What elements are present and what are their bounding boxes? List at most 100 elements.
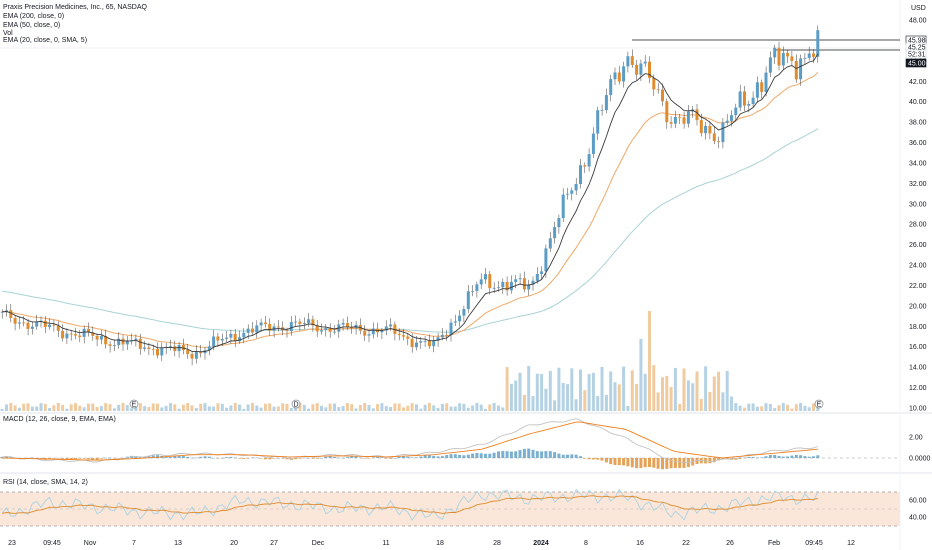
legend-rsi[interactable]: RSI (14, close, SMA, 14, 2) xyxy=(3,479,88,486)
candle-body[interactable] xyxy=(363,330,367,336)
candle-body[interactable] xyxy=(74,334,77,336)
candle-body[interactable] xyxy=(708,125,712,134)
candle-body[interactable] xyxy=(307,319,311,324)
candle-body[interactable] xyxy=(764,72,768,92)
candle-body[interactable] xyxy=(475,284,479,291)
candle-body[interactable] xyxy=(591,133,595,154)
candle-body[interactable] xyxy=(320,330,323,332)
candle-body[interactable] xyxy=(445,334,449,336)
candle-body[interactable] xyxy=(492,287,496,289)
candle-body[interactable] xyxy=(121,338,125,345)
candle-body[interactable] xyxy=(440,334,444,338)
candle-body[interactable] xyxy=(134,338,138,341)
candle-body[interactable] xyxy=(721,122,725,143)
candle-body[interactable] xyxy=(566,193,569,195)
candle-body[interactable] xyxy=(488,274,492,289)
candle-body[interactable] xyxy=(652,77,656,90)
candle-body[interactable] xyxy=(406,336,410,339)
candle-body[interactable] xyxy=(462,309,466,316)
candle-body[interactable] xyxy=(190,353,194,359)
candle-body[interactable] xyxy=(596,110,600,134)
candle-body[interactable] xyxy=(743,91,746,106)
candle-body[interactable] xyxy=(147,347,151,350)
candle-body[interactable] xyxy=(669,122,673,124)
legend-ema200[interactable]: EMA (200, close, 0) xyxy=(3,13,65,20)
candle-body[interactable] xyxy=(341,323,345,325)
candle-body[interactable] xyxy=(786,52,790,57)
event-marker[interactable] xyxy=(291,399,301,409)
candle-body[interactable] xyxy=(380,330,384,333)
candle-body[interactable] xyxy=(61,330,65,339)
candle-body[interactable] xyxy=(613,72,617,80)
candle-body[interactable] xyxy=(268,324,272,331)
candle-body[interactable] xyxy=(212,336,216,347)
candle-body[interactable] xyxy=(505,281,509,291)
candle-body[interactable] xyxy=(302,323,306,324)
candle-body[interactable] xyxy=(69,333,73,335)
candle-body[interactable] xyxy=(695,109,699,121)
candle-body[interactable] xyxy=(207,346,211,351)
candle-body[interactable] xyxy=(773,47,777,58)
candle-body[interactable] xyxy=(345,323,349,327)
candle-body[interactable] xyxy=(747,104,751,106)
candle-body[interactable] xyxy=(333,331,336,333)
candle-body[interactable] xyxy=(160,347,164,356)
candle-body[interactable] xyxy=(104,336,108,345)
candle-body[interactable] xyxy=(574,184,578,191)
candle-body[interactable] xyxy=(816,30,820,57)
candle-body[interactable] xyxy=(622,66,626,82)
candle-body[interactable] xyxy=(712,133,716,142)
candle-body[interactable] xyxy=(216,336,220,341)
candle-body[interactable] xyxy=(639,63,643,75)
candle-body[interactable] xyxy=(324,328,328,331)
candle-body[interactable] xyxy=(807,53,811,58)
candle-body[interactable] xyxy=(466,291,470,309)
candle-body[interactable] xyxy=(579,165,582,184)
candle-body[interactable] xyxy=(82,328,86,337)
candle-body[interactable] xyxy=(626,56,630,67)
candle-body[interactable] xyxy=(78,335,82,337)
candle-body[interactable] xyxy=(768,57,772,73)
candle-body[interactable] xyxy=(617,72,621,82)
candle-body[interactable] xyxy=(225,337,229,339)
candle-body[interactable] xyxy=(220,338,224,341)
candle-body[interactable] xyxy=(522,278,526,290)
candle-body[interactable] xyxy=(289,322,293,331)
candle-body[interactable] xyxy=(35,321,39,327)
candle-body[interactable] xyxy=(479,279,483,285)
candle-body[interactable] xyxy=(514,279,518,282)
candle-body[interactable] xyxy=(609,79,613,95)
candle-body[interactable] xyxy=(535,274,539,281)
candle-body[interactable] xyxy=(367,334,371,336)
candle-body[interactable] xyxy=(30,326,34,329)
legend-ema20[interactable]: EMA (20, close, 0, SMA, 5) xyxy=(3,37,88,44)
candle-body[interactable] xyxy=(781,52,785,66)
candle-body[interactable] xyxy=(263,322,267,325)
candle-body[interactable] xyxy=(738,91,742,108)
candle-body[interactable] xyxy=(432,340,436,347)
candle-body[interactable] xyxy=(285,330,289,332)
candle-body[interactable] xyxy=(427,341,431,347)
candle-body[interactable] xyxy=(233,333,237,342)
candle-body[interactable] xyxy=(13,318,17,324)
candle-body[interactable] xyxy=(760,82,764,92)
candle-body[interactable] xyxy=(177,345,181,352)
candle-body[interactable] xyxy=(648,61,651,78)
candle-body[interactable] xyxy=(501,281,505,288)
candle-body[interactable] xyxy=(419,341,423,343)
candle-body[interactable] xyxy=(777,47,781,66)
candle-body[interactable] xyxy=(251,328,254,333)
candle-body[interactable] xyxy=(518,278,522,280)
candle-body[interactable] xyxy=(48,324,52,327)
candle-body[interactable] xyxy=(415,342,418,348)
candle-body[interactable] xyxy=(673,116,677,124)
candle-body[interactable] xyxy=(17,322,21,324)
candle-body[interactable] xyxy=(95,335,99,340)
candle-body[interactable] xyxy=(527,284,531,290)
candle-body[interactable] xyxy=(294,321,298,323)
candle-body[interactable] xyxy=(509,281,513,291)
candle-body[interactable] xyxy=(173,346,177,352)
candle-body[interactable] xyxy=(471,291,475,292)
candle-body[interactable] xyxy=(298,321,302,324)
candle-body[interactable] xyxy=(799,58,803,80)
